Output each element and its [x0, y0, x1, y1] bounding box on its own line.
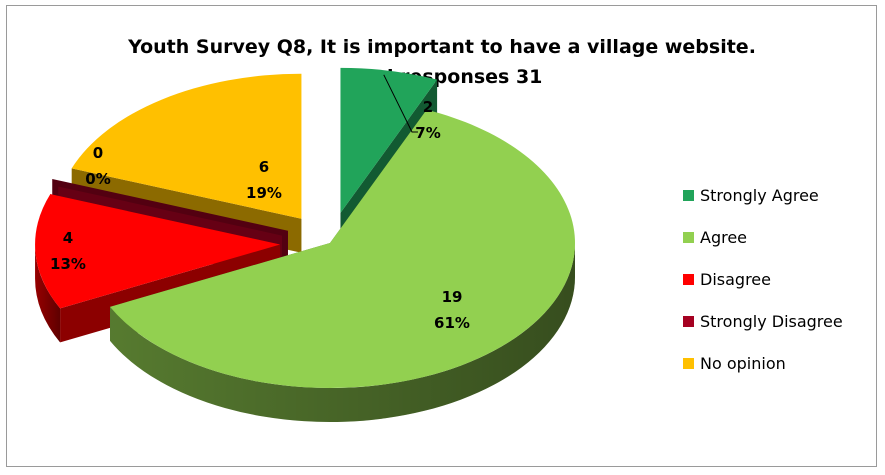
legend-swatch-strongly-disagree [683, 316, 694, 327]
percent-label-no-opinion: 19% [246, 184, 282, 202]
percent-label-strongly-agree: 7% [415, 124, 440, 142]
percent-label-agree: 61% [434, 314, 470, 332]
legend-label-strongly-agree: Strongly Agree [700, 186, 819, 205]
chart-title: Youth Survey Q8, It is important to have… [127, 36, 756, 58]
slice-agree [110, 109, 575, 422]
value-label-disagree: 4 [63, 229, 73, 247]
legend-swatch-agree [683, 232, 694, 243]
slice-top-no-opinion [71, 73, 302, 219]
legend: Strongly Agree Agree Disagree Strongly Disa… [683, 186, 843, 373]
slice-rim-shade-agree [110, 243, 575, 422]
legend-swatch-no-opinion [683, 358, 694, 369]
percent-label-disagree: 13% [50, 255, 86, 273]
legend-swatch-disagree [683, 274, 694, 285]
value-label-strongly-agree: 2 [423, 98, 433, 116]
percent-label-strongly-disagree: 0% [85, 170, 110, 188]
value-label-strongly-disagree: 0 [93, 144, 103, 162]
legend-label-no-opinion: No opinion [700, 354, 786, 373]
slice-top-strongly-agree [340, 67, 438, 213]
slice-rim-shade-disagree [35, 244, 61, 343]
legend-label-disagree: Disagree [700, 270, 771, 289]
legend-label-strongly-disagree: Strongly Disagree [700, 312, 843, 331]
data-labels: 2 7% 19 61% 4 13% 0 0% 6 19% [50, 74, 470, 332]
legend-label-agree: Agree [700, 228, 747, 247]
slice-top-agree [110, 109, 575, 389]
slice-top-disagree [35, 194, 281, 309]
value-label-no-opinion: 6 [259, 158, 269, 176]
value-label-agree: 19 [442, 288, 463, 306]
leader-line-strongly-agree [383, 74, 418, 133]
pie-slices [35, 67, 575, 422]
legend-swatch-strongly-agree [683, 190, 694, 201]
